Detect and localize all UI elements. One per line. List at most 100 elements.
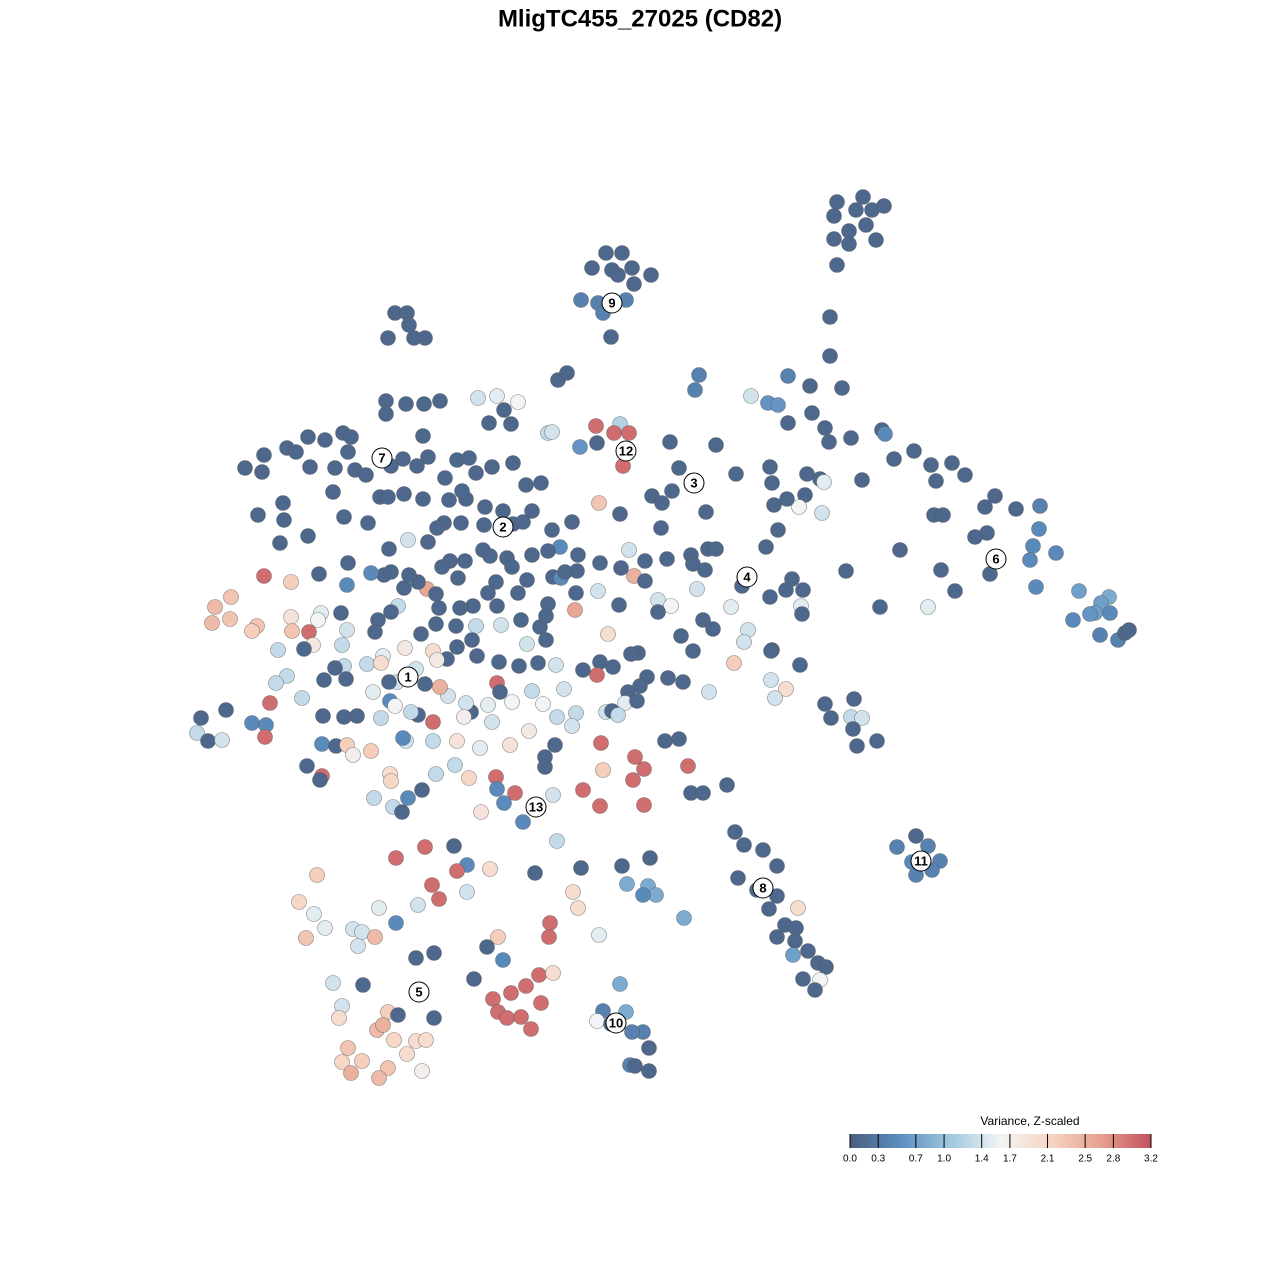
point xyxy=(544,522,560,538)
point xyxy=(662,434,678,450)
point xyxy=(456,709,472,725)
point xyxy=(401,567,417,583)
cluster-marker xyxy=(752,877,774,899)
colorbar-tick-label: 2.1 xyxy=(1041,1154,1055,1165)
point xyxy=(450,570,466,586)
point xyxy=(426,1010,442,1026)
point xyxy=(549,833,565,849)
point xyxy=(621,542,637,558)
point xyxy=(762,459,778,475)
point xyxy=(643,267,659,283)
point xyxy=(518,477,534,493)
point xyxy=(770,522,786,538)
point xyxy=(533,475,549,491)
point xyxy=(636,761,652,777)
point xyxy=(432,393,448,409)
point xyxy=(214,732,230,748)
point xyxy=(524,683,540,699)
point xyxy=(673,628,689,644)
point xyxy=(761,901,777,917)
point xyxy=(441,492,457,508)
point xyxy=(300,429,316,445)
point xyxy=(262,695,278,711)
point xyxy=(610,707,626,723)
point xyxy=(317,920,333,936)
point xyxy=(614,245,630,261)
point xyxy=(544,424,560,440)
point xyxy=(1031,521,1047,537)
point xyxy=(595,762,611,778)
point xyxy=(477,499,493,515)
colorbar-tick-label: 1.4 xyxy=(975,1154,989,1165)
point xyxy=(380,1060,396,1076)
point xyxy=(472,740,488,756)
point xyxy=(482,861,498,877)
point xyxy=(339,577,355,593)
point xyxy=(355,977,371,993)
point xyxy=(545,965,561,981)
point xyxy=(333,605,349,621)
point xyxy=(449,733,465,749)
point xyxy=(458,695,474,711)
point xyxy=(791,499,807,515)
point xyxy=(689,581,705,597)
point xyxy=(373,710,389,726)
point xyxy=(327,660,343,676)
point xyxy=(193,710,209,726)
point xyxy=(817,696,833,712)
point xyxy=(778,681,794,697)
point xyxy=(296,641,312,657)
point xyxy=(816,474,832,490)
point xyxy=(573,860,589,876)
point xyxy=(519,572,535,588)
point xyxy=(708,437,724,453)
point xyxy=(826,208,842,224)
cluster-marker xyxy=(910,850,932,872)
point xyxy=(846,691,862,707)
point xyxy=(603,329,619,345)
point xyxy=(299,758,315,774)
cluster-marker xyxy=(615,440,637,462)
point xyxy=(315,708,331,724)
point xyxy=(762,589,778,605)
point xyxy=(488,574,504,590)
point xyxy=(334,1054,350,1070)
point xyxy=(600,626,616,642)
point xyxy=(484,714,500,730)
point xyxy=(409,458,425,474)
point xyxy=(387,698,403,714)
point xyxy=(533,995,549,1011)
point xyxy=(400,532,416,548)
point xyxy=(612,506,628,522)
point xyxy=(858,217,874,233)
point xyxy=(300,528,316,544)
point xyxy=(398,396,414,412)
point xyxy=(314,736,330,752)
colorbar: Variance, Z-scaled 0.0 0.3 0.7 1.0 1.4 1.7 2.1… xyxy=(843,1114,1158,1164)
cluster-label: 6 xyxy=(992,551,999,566)
point xyxy=(1008,501,1024,517)
point xyxy=(359,656,375,672)
point xyxy=(312,772,328,788)
point xyxy=(708,541,724,557)
point xyxy=(1022,552,1038,568)
point xyxy=(778,582,794,598)
cluster-label: 5 xyxy=(415,984,422,999)
point xyxy=(1092,627,1108,643)
point xyxy=(383,604,399,620)
point xyxy=(283,609,299,625)
point xyxy=(719,777,735,793)
point xyxy=(906,443,922,459)
point xyxy=(317,432,333,448)
point xyxy=(636,797,652,813)
point xyxy=(476,517,492,533)
colorbar-title: Variance, Z-scaled xyxy=(980,1114,1079,1128)
point xyxy=(908,828,924,844)
point xyxy=(349,708,365,724)
point xyxy=(513,612,529,628)
cluster-marker xyxy=(525,796,547,818)
point xyxy=(420,449,436,465)
point xyxy=(524,547,540,563)
point xyxy=(510,394,526,410)
